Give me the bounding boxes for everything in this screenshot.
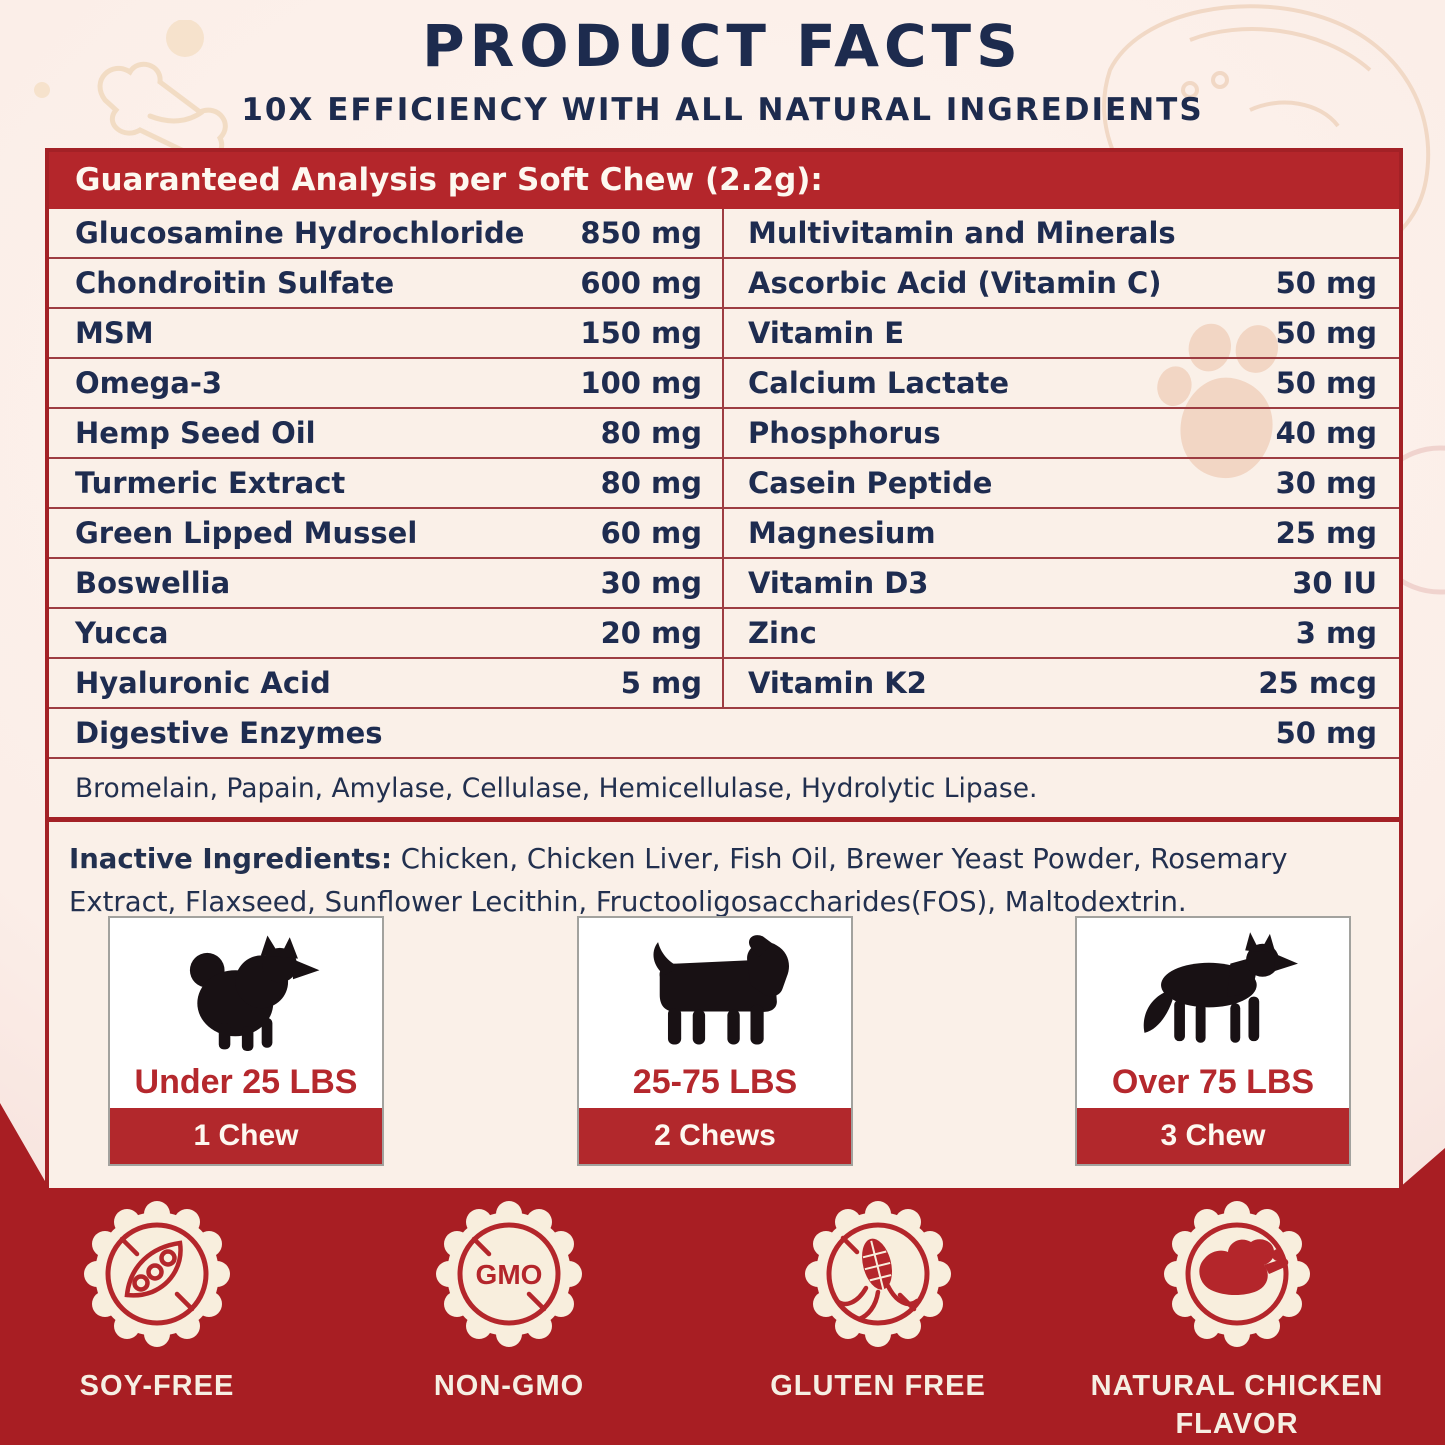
ingredient-name: Glucosamine Hydrochloride: [75, 216, 525, 250]
ingredient-name: Magnesium: [748, 516, 936, 550]
analysis-row: Hemp Seed Oil 80 mg: [49, 409, 724, 459]
analysis-row: Glucosamine Hydrochloride 850 mg: [49, 209, 724, 259]
badge-label: SOY-FREE: [79, 1370, 235, 1402]
ingredient-value: 20 mg: [600, 616, 702, 650]
analysis-row-digestive-enzymes: Digestive Enzymes 50 mg: [49, 709, 1399, 759]
ingredient-value: 50 mg: [1275, 316, 1377, 350]
analysis-row: Omega-3 100 mg: [49, 359, 724, 409]
ingredient-name: Yucca: [75, 616, 169, 650]
analysis-row: Calcium Lactate 50 mg: [724, 359, 1399, 409]
ingredient-value: 25 mg: [1275, 516, 1377, 550]
page-title: PRODUCT FACTS: [422, 12, 1023, 80]
analysis-row: Phosphorus 40 mg: [724, 409, 1399, 459]
chew-count-banner: 1 Chew: [110, 1108, 382, 1164]
medium-dog-icon: [625, 918, 805, 1061]
analysis-row: Multivitamin and Minerals: [724, 209, 1399, 259]
analysis-row: Chondroitin Sulfate 600 mg: [49, 259, 724, 309]
ingredient-name: Turmeric Extract: [75, 466, 346, 500]
soy-free-icon: [0, 1198, 327, 1350]
inactive-ingredients-text: Chicken, Chicken Liver, Fish Oil, Brewer…: [69, 843, 1288, 919]
badge-soy-free: SOY-FREE: [0, 1198, 327, 1406]
enzymes-note: Bromelain, Papain, Amylase, Cellulase, H…: [75, 772, 1038, 804]
ingredient-value: 30 IU: [1292, 566, 1377, 600]
ingredient-name: Vitamin K2: [748, 666, 927, 700]
analysis-row: Turmeric Extract 80 mg: [49, 459, 724, 509]
ingredient-value: 40 mg: [1275, 416, 1377, 450]
weight-range-label: Under 25 LBS: [134, 1063, 358, 1101]
analysis-row: Ascorbic Acid (Vitamin C) 50 mg: [724, 259, 1399, 309]
ingredient-value: 150 mg: [580, 316, 702, 350]
analysis-row: Vitamin E 50 mg: [724, 309, 1399, 359]
ingredient-name: Hyaluronic Acid: [75, 666, 331, 700]
badge-natural-chicken-flavor: NATURAL CHICKEN FLAVOR: [1067, 1198, 1407, 1443]
ingredient-value: 5 mg: [620, 666, 702, 700]
ingredient-name: MSM: [75, 316, 154, 350]
ingredient-value: 25 mcg: [1258, 666, 1377, 700]
ingredient-name: Phosphorus: [748, 416, 941, 450]
non-gmo-icon: GMO: [339, 1198, 679, 1350]
section-divider: [49, 817, 1399, 822]
analysis-row: Magnesium 25 mg: [724, 509, 1399, 559]
badge-label: NON-GMO: [433, 1370, 585, 1402]
ingredient-value: 600 mg: [580, 266, 702, 300]
ingredient-value: 60 mg: [600, 516, 702, 550]
analysis-row: Vitamin K2 25 mcg: [724, 659, 1399, 709]
dosage-box: Under 25 LBS 1 Chew: [108, 916, 384, 1166]
ingredient-name: Vitamin D3: [748, 566, 929, 600]
analysis-row: Vitamin D3 30 IU: [724, 559, 1399, 609]
ingredient-value: 50 mg: [1275, 716, 1377, 750]
ingredient-name: Digestive Enzymes: [75, 716, 383, 750]
small-dog-icon: [156, 918, 336, 1061]
ingredient-name: Vitamin E: [748, 316, 905, 350]
ingredient-name: Multivitamin and Minerals: [748, 216, 1176, 250]
ingredient-name: Hemp Seed Oil: [75, 416, 316, 450]
weight-range-label: Over 75 LBS: [1111, 1063, 1315, 1101]
analysis-row: Zinc 3 mg: [724, 609, 1399, 659]
ingredient-value: 100 mg: [580, 366, 702, 400]
guaranteed-analysis-panel: Guaranteed Analysis per Soft Chew (2.2g)…: [45, 148, 1403, 1188]
dosage-box: Over 75 LBS 3 Chew: [1075, 916, 1351, 1166]
chicken-flavor-icon: [1067, 1198, 1407, 1350]
chew-count-banner: 2 Chews: [579, 1108, 851, 1164]
analysis-row: MSM 150 mg: [49, 309, 724, 359]
analysis-row: Casein Peptide 30 mg: [724, 459, 1399, 509]
analysis-table: Glucosamine Hydrochloride 850 mg Multivita…: [49, 209, 1399, 709]
dosage-box: 25-75 LBS 2 Chews: [577, 916, 853, 1166]
badge-label: GLUTEN FREE: [770, 1370, 986, 1402]
inactive-ingredients-label: Inactive Ingredients:: [69, 843, 392, 875]
ingredient-value: 80 mg: [600, 466, 702, 500]
svg-text:GMO: GMO: [476, 1259, 543, 1290]
ingredient-name: Green Lipped Mussel: [75, 516, 418, 550]
ingredient-value: 3 mg: [1295, 616, 1377, 650]
badge-gluten-free: GLUTEN FREE: [708, 1198, 1048, 1406]
chew-count-banner: 3 Chew: [1077, 1108, 1349, 1164]
ingredient-value: 30 mg: [1275, 466, 1377, 500]
ingredient-value: 30 mg: [600, 566, 702, 600]
weight-range-label: 25-75 LBS: [632, 1063, 798, 1101]
ingredient-name: Ascorbic Acid (Vitamin C): [748, 266, 1162, 300]
ingredient-name: Omega-3: [75, 366, 223, 400]
inactive-ingredients: Inactive Ingredients: Chicken, Chicken L…: [49, 822, 1399, 925]
analysis-row: Yucca 20 mg: [49, 609, 724, 659]
gluten-free-icon: [708, 1198, 1048, 1350]
paw-print-watermark-icon: [1154, 322, 1304, 492]
ingredient-name: Chondroitin Sulfate: [75, 266, 395, 300]
analysis-heading: Guaranteed Analysis per Soft Chew (2.2g)…: [49, 152, 1399, 209]
ingredient-name: Zinc: [748, 616, 817, 650]
analysis-row: Green Lipped Mussel 60 mg: [49, 509, 724, 559]
analysis-row: Hyaluronic Acid 5 mg: [49, 659, 724, 709]
ingredient-name: Calcium Lactate: [748, 366, 1010, 400]
ingredient-value: 50 mg: [1275, 266, 1377, 300]
badge-non-gmo: GMO NON-GMO: [339, 1198, 679, 1406]
ingredient-value: 80 mg: [600, 416, 702, 450]
page-subtitle: 10X EFFICIENCY WITH ALL NATURAL INGREDIE…: [241, 92, 1204, 128]
ingredient-value: 50 mg: [1275, 366, 1377, 400]
ingredient-value: 850 mg: [580, 216, 702, 250]
badge-label: NATURAL CHICKEN FLAVOR: [1090, 1370, 1384, 1440]
ingredient-name: Casein Peptide: [748, 466, 993, 500]
large-dog-icon: [1123, 918, 1303, 1061]
analysis-row: Boswellia 30 mg: [49, 559, 724, 609]
ingredient-name: Boswellia: [75, 566, 231, 600]
